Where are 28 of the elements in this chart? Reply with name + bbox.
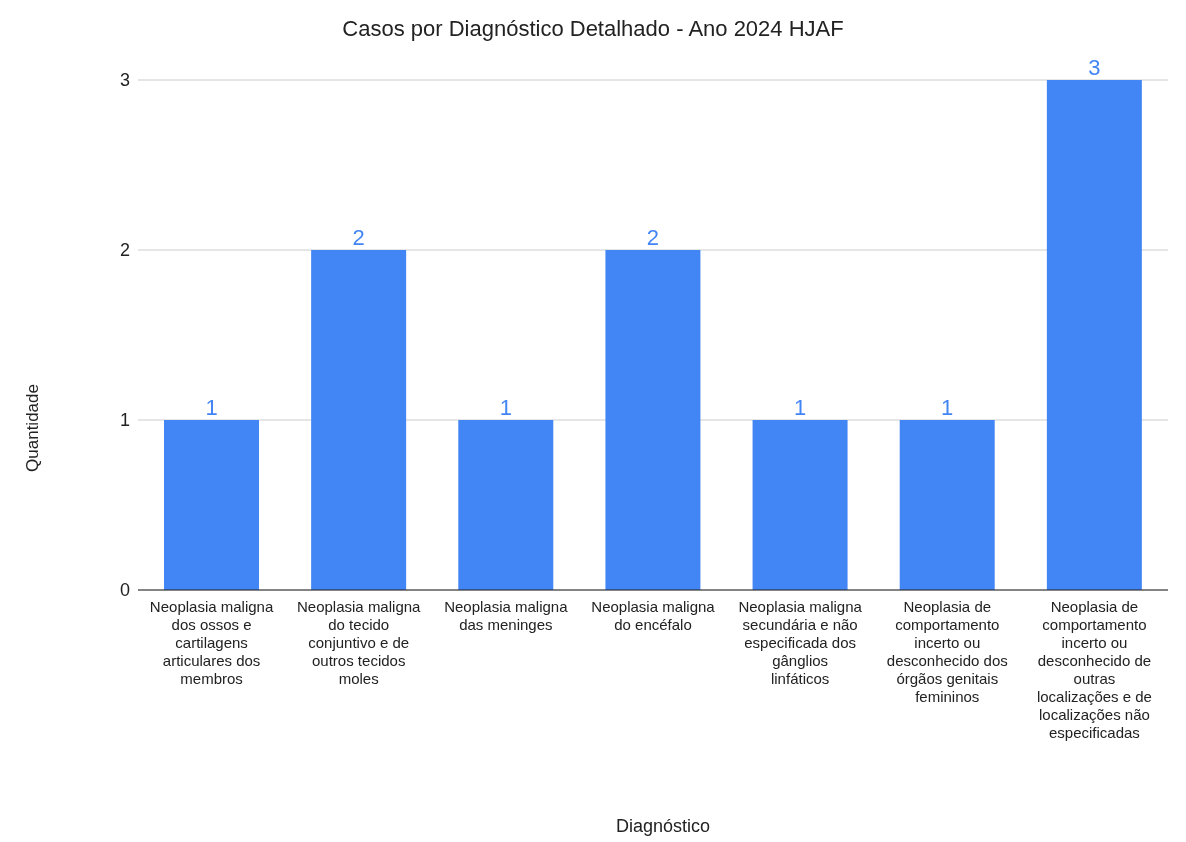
x-tick-label: Neoplasia maligna do tecido conjuntivo e de outros tecidos moles	[297, 598, 422, 687]
bar	[1046, 80, 1142, 590]
x-tick-label: Neoplasia maligna secundária e não especificada dos gânglios linfáticos	[738, 598, 863, 687]
x-tick-label: Neoplasia maligna dos ossos e cartilagens articulares dos membros	[149, 598, 274, 687]
data-label: 1	[941, 395, 954, 420]
y-tick-label: 2	[119, 240, 130, 261]
data-label: 3	[1088, 55, 1101, 80]
bar	[605, 250, 701, 590]
data-label: 1	[499, 395, 512, 420]
bar	[899, 420, 995, 590]
x-tick-label: Neoplasia maligna das meninges	[444, 598, 569, 633]
y-tick-label: 1	[119, 410, 130, 431]
bar	[458, 420, 554, 590]
x-axis-title: Diagnóstico	[614, 816, 712, 837]
bar	[164, 420, 259, 590]
y-tick-label: 3	[119, 70, 130, 91]
bar	[311, 250, 407, 590]
chart-title: Casos por Diagnóstico Detalhado - Ano 2024 HJAF	[341, 16, 845, 42]
data-label: 1	[793, 395, 807, 420]
data-label: 2	[352, 225, 365, 250]
bar	[752, 420, 848, 590]
data-label: 2	[646, 225, 660, 250]
y-axis-title: Quantidade	[23, 383, 43, 474]
data-label: 1	[205, 395, 218, 420]
x-tick-label: Neoplasia de comportamento incerto ou desconhecido dos órgãos genitais femininos	[886, 598, 1008, 705]
x-tick-label: Neoplasia de comportamento incerto ou desconhecido de outras localizações e de localizações não especificadas	[1036, 598, 1152, 741]
x-tick-label: Neoplasia maligna do encéfalo	[591, 598, 716, 633]
y-tick-label: 0	[119, 580, 130, 601]
